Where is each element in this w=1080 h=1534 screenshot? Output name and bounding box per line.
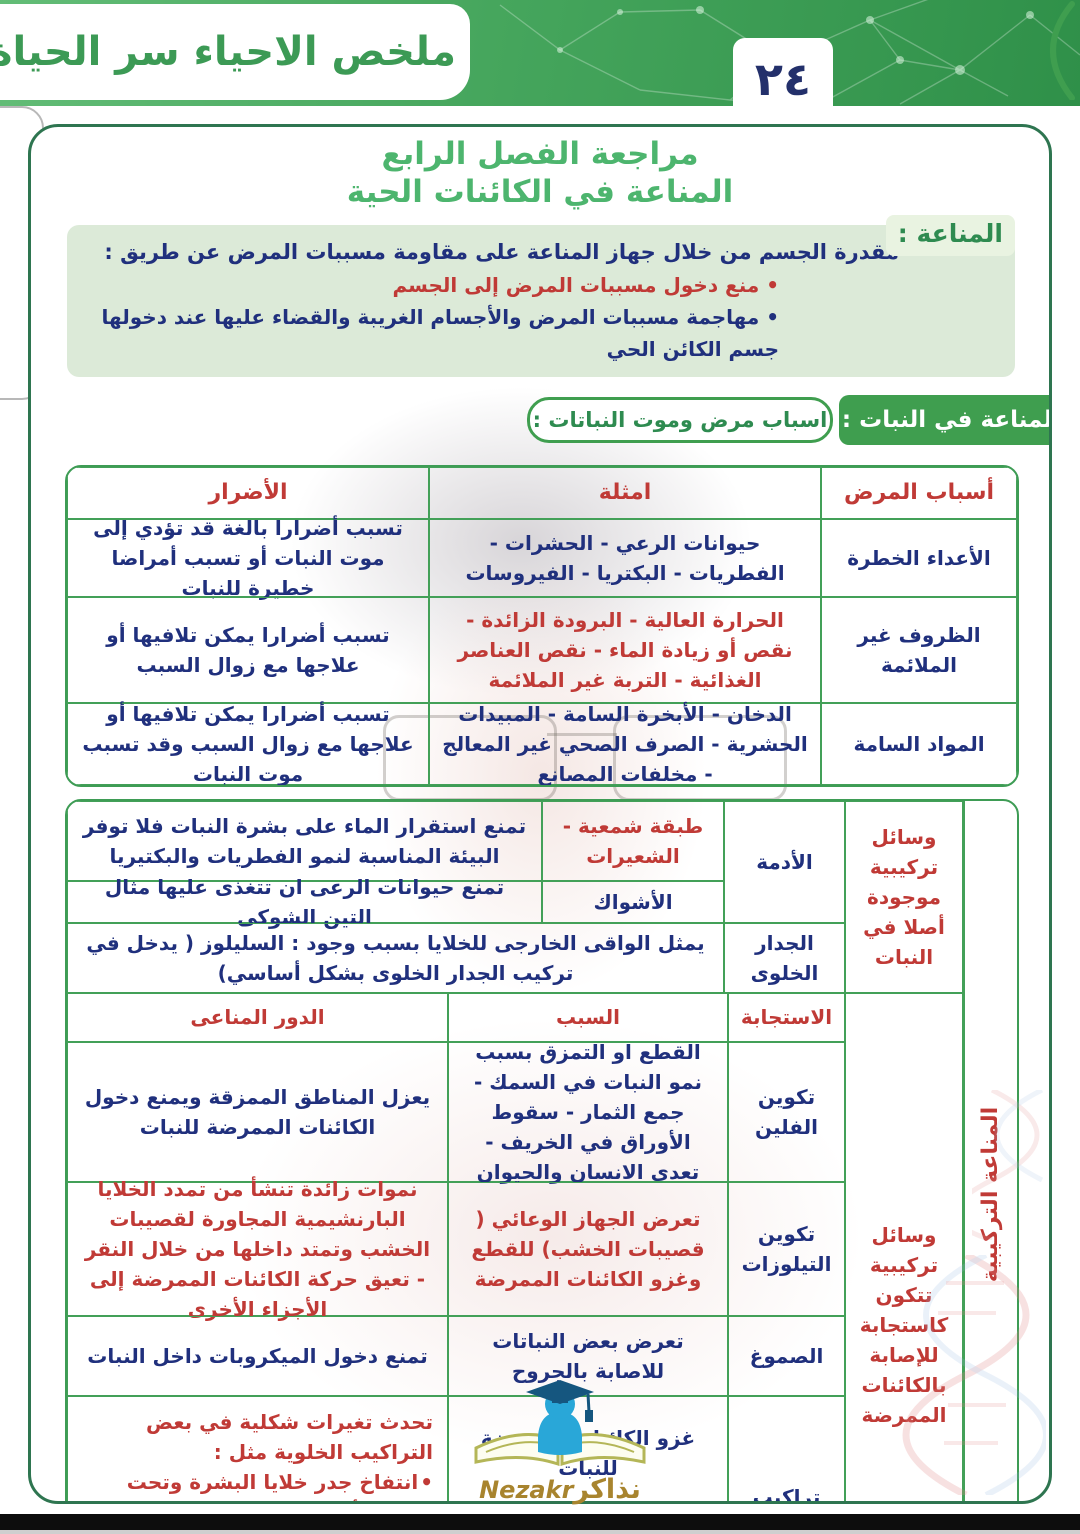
plant-immunity-subtitle: اسباب مرض وموت النباتات : xyxy=(527,396,833,443)
causes-row2-damage: تسبب أضرارا يمكن تلافيها أو علاجها مع زو… xyxy=(67,596,429,703)
causes-header-cause: أسباب المرض xyxy=(821,466,1017,519)
open-book-icon xyxy=(474,1380,646,1467)
wax-label-cell: طبقة شمعية - الشعيرات xyxy=(542,800,724,881)
causes-header-damage: الأضرار xyxy=(67,466,429,519)
review-title-line1: مراجعة الفصل الرابع xyxy=(381,136,699,172)
logo-text: نذاكرNezakr xyxy=(462,1474,658,1505)
cell-wall-name-cell: الجدار الخلوى xyxy=(724,922,845,993)
page-number-tab: ٢٤ xyxy=(733,38,833,120)
structural-immunity-side-label: المناعة التركيبية xyxy=(963,800,1017,1501)
tyloses-role-cell: نموات زائدة تنشأ من تمدد الخلايا البارنش… xyxy=(67,1177,448,1321)
causes-row1-cause: الأعداء الخطرة xyxy=(821,518,1017,597)
thorns-desc-cell: تمنع حيوانات الرعى ان تتغذى عليها مثال ا… xyxy=(67,875,542,929)
gums-cause-cell: تعرض بعض النباتات للاصابة بالجروح xyxy=(448,1315,728,1396)
structural-existing-section: وسائل تركيبية موجودة أصلا في النبات الأد… xyxy=(67,800,963,993)
gums-role-cell: تمنع دخول الميكروبات داخل النبات xyxy=(67,1315,448,1396)
cellular-role-point-1: انتفاخ جدر خلايا البشرة وتحت البشرة أثنا… xyxy=(82,1467,433,1502)
group-response-cell: وسائل تركيبية تتكون كاستجابة للإصابة بال… xyxy=(845,992,963,1501)
logo-text-latin: Nezakr xyxy=(479,1476,574,1504)
thorns-label-cell: الأشواك xyxy=(542,880,724,923)
immunity-bullet-2: مهاجمة مسببات المرض والأجسام الغريبة وال… xyxy=(89,301,899,365)
causes-row3-examples: الدخان - الأبخرة السامة - المبيدات الحشر… xyxy=(429,702,821,785)
main-sheet: مراجعة الفصل الرابع المناعة في الكائنات … xyxy=(28,124,1052,1504)
causes-row2-examples: الحرارة العالية - البرودة الزائدة - نقص … xyxy=(429,596,821,703)
nezakr-logo: نذاكرNezakr xyxy=(462,1378,658,1505)
cell-wall-desc-cell: يمثل الواقى الخارجى للخلايا بسبب وجود : … xyxy=(67,922,724,993)
role-header-cell: الدور المناعى xyxy=(67,992,448,1042)
causes-row3-cause: المواد السامة xyxy=(821,702,1017,785)
causes-row3-damage: تسبب أضرارا يمكن تلافيها أو علاجها مع زو… xyxy=(67,702,429,785)
cork-role-cell: يعزل المناطق الممزقة ويمنع دخول الكائنات… xyxy=(67,1041,448,1182)
immunity-intro: مقدرة الجسم من خلال جهاز المناعة على مقا… xyxy=(104,240,899,264)
wax-desc-cell: تمنع استقرار الماء على بشرة النبات فلا ت… xyxy=(67,800,542,881)
cork-name-cell: تكوين الفلين xyxy=(728,1041,845,1182)
cellular-name-cell: تراكيب مناعية خلوية xyxy=(728,1395,845,1501)
bottom-grey-bar xyxy=(0,1530,1080,1534)
cellular-role-cell: تحدث تغيرات شكلية في بعض التراكيب الخلوي… xyxy=(67,1395,448,1502)
tyloses-cause-cell: تعرض الجهاز الوعائي ( قصيبات الخشب) للقط… xyxy=(448,1181,728,1316)
parenthesis-arc-icon xyxy=(1050,1,1075,100)
cork-cause-cell: القطع او التمزق بسبب نمو النبات في السمك… xyxy=(448,1040,728,1184)
derm-name-cell: الأدمة xyxy=(724,800,845,923)
bottom-black-bar xyxy=(0,1514,1080,1530)
immunity-bullet-1: منع دخول مسببات المرض إلى الجسم xyxy=(89,269,899,301)
causes-row2-cause: الظروف غير الملائمة xyxy=(821,596,1017,703)
tyloses-name-cell: تكوين التيلوزات xyxy=(728,1181,845,1316)
gums-name-cell: الصموغ xyxy=(728,1315,845,1396)
immunity-definition-box: المناعة : مقدرة الجسم من خلال جهاز المنا… xyxy=(67,215,1015,377)
cellular-role-intro: تحدث تغيرات شكلية في بعض التراكيب الخلوي… xyxy=(146,1409,433,1464)
logo-text-arabic: نذاكر xyxy=(573,1474,641,1505)
causes-header-examples: امثلة xyxy=(429,466,821,519)
review-title-line2: المناعة في الكائنات الحية xyxy=(346,174,734,210)
plant-immunity-row: المناعة في النبات : اسباب مرض وموت النبا… xyxy=(31,393,1049,451)
causes-row1-examples: حيوانات الرعي - الحشرات - الفطريات - الب… xyxy=(429,518,821,597)
booklet-title: ملخص الاحياء سر الحياة xyxy=(0,29,457,75)
immunity-label: المناعة : xyxy=(885,215,1015,256)
group-existing-cell: وسائل تركيبية موجودة أصلا في النبات xyxy=(845,800,963,993)
structural-immunity-side-text: المناعة التركيبية xyxy=(978,1106,1004,1282)
causes-table: أسباب المرض امثلة الأضرار الأعداء الخطرة… xyxy=(65,464,1019,787)
causes-row1-damage: تسبب أضرارا بالغة قد تؤدي إلى موت النبات… xyxy=(67,516,429,600)
booklet-title-plate: ملخص الاحياء سر الحياة xyxy=(0,4,470,100)
cause-header-cell: السبب xyxy=(448,992,728,1042)
graduation-cap-icon xyxy=(526,1380,594,1422)
top-banner: ملخص الاحياء سر الحياة ٢٤ xyxy=(0,0,1080,120)
plant-immunity-label: المناعة في النبات : xyxy=(839,394,1049,445)
response-header-cell: الاستجابة xyxy=(728,992,845,1042)
page-number: ٢٤ xyxy=(754,52,812,106)
